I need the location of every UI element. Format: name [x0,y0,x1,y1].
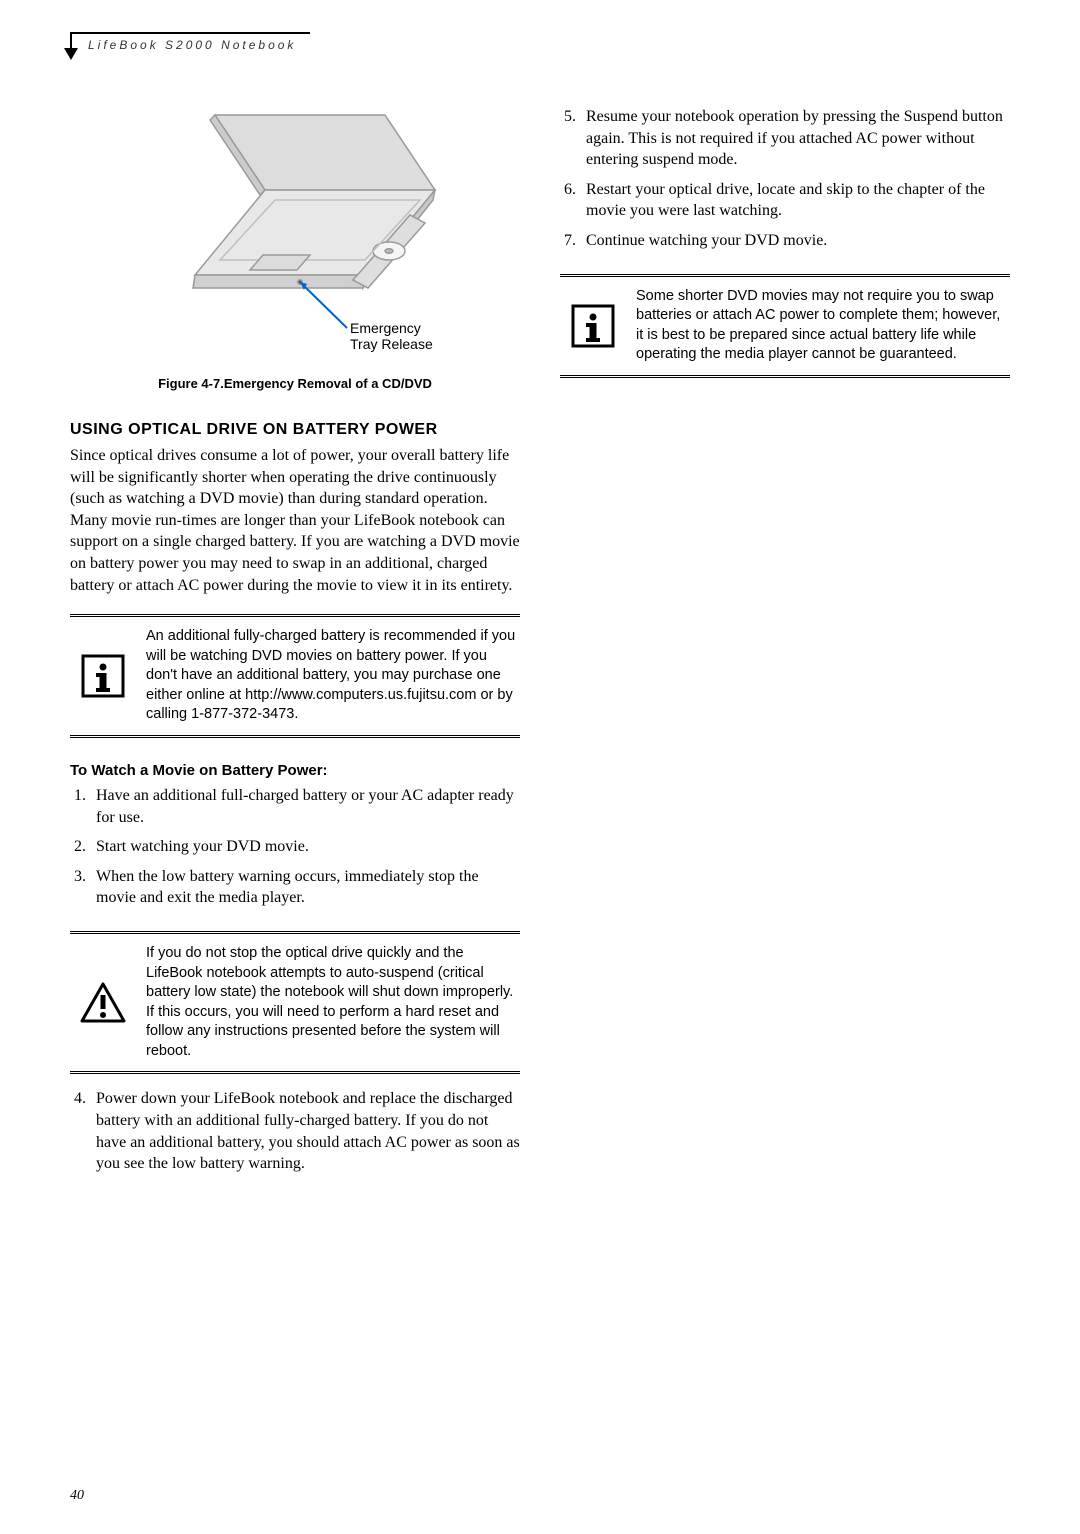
figure-callout-label: Emergency Tray Release [350,320,433,352]
figure-caption: Figure 4-7.Emergency Removal of a CD/DVD [158,376,432,391]
laptop-figure: Emergency Tray Release [125,100,465,360]
info-icon [78,651,128,701]
list-item: Start watching your DVD movie. [70,836,520,858]
section-intro: Since optical drives consume a lot of po… [70,445,520,596]
info-box-short-movies: Some shorter DVD movies may not require … [560,274,1010,378]
steps-list-continued: Power down your LifeBook notebook and re… [70,1088,520,1182]
list-item: Restart your optical drive, locate and s… [560,179,1010,222]
figure-container: Emergency Tray Release Figure 4-7.Emerge… [70,100,520,391]
figure-label-line2: Tray Release [350,336,433,352]
steps-list-1: Have an additional full-charged battery … [70,785,520,917]
header-title: LifeBook S2000 Notebook [88,38,296,52]
header-rule-top [70,32,310,34]
content-columns: Emergency Tray Release Figure 4-7.Emerge… [70,100,1010,1474]
list-item: When the low battery warning occurs, imm… [70,866,520,909]
list-item: Resume your notebook operation by pressi… [560,106,1010,171]
section-heading: USING OPTICAL DRIVE ON BATTERY POWER [70,421,520,439]
right-column: Resume your notebook operation by pressi… [560,100,1010,1474]
left-column: Emergency Tray Release Figure 4-7.Emerge… [70,100,520,1474]
list-item: Power down your LifeBook notebook and re… [70,1088,520,1174]
steps-list-2: Resume your notebook operation by pressi… [560,106,1010,260]
warning-box-text: If you do not stop the optical drive qui… [146,944,520,1061]
info-box-battery: An additional fully-charged battery is r… [70,614,520,738]
page-number: 40 [70,1488,84,1504]
info-box-battery-text: An additional fully-charged battery is r… [146,627,520,725]
info-box-short-movies-text: Some shorter DVD movies may not require … [636,287,1010,365]
warning-box: If you do not stop the optical drive qui… [70,931,520,1074]
figure-label-line1: Emergency [350,320,421,336]
warning-icon [78,978,128,1028]
list-item: Have an additional full-charged battery … [70,785,520,828]
header-arrow-icon [64,48,78,60]
list-item: Continue watching your DVD movie. [560,230,1010,252]
info-icon [568,301,618,351]
subsection-heading: To Watch a Movie on Battery Power: [70,762,520,779]
